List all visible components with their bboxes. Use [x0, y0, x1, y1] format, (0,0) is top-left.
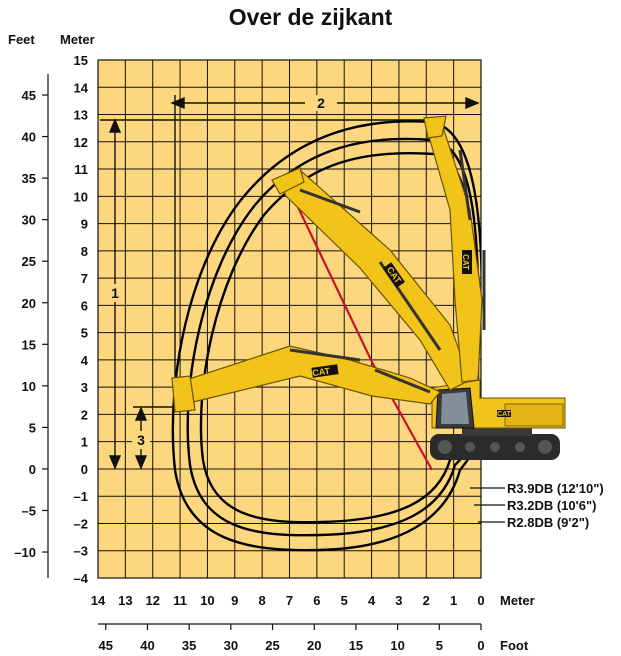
foot-x-tick-label: 40: [140, 638, 154, 653]
meter-x-tick-label: 2: [423, 593, 430, 608]
meter-x-tick-label: 3: [395, 593, 402, 608]
diagram-title: Over de zijkant: [228, 4, 393, 30]
meter-y-tick-label: 9: [81, 217, 88, 232]
meter-x-tick-label: 14: [91, 593, 106, 608]
foot-x-axis-header: Foot: [500, 638, 529, 653]
feet-axis-header: Feet: [8, 32, 35, 47]
cat-logo-4: CAT: [497, 411, 512, 418]
feet-y-tick-label: 5: [29, 420, 36, 435]
feet-y-tick-label: 25: [22, 254, 36, 269]
meter-axis-header: Meter: [60, 32, 95, 47]
meter-x-tick-label: 5: [341, 593, 348, 608]
feet-y-tick-label: 0: [29, 462, 36, 477]
feet-y-tick-label: 20: [22, 296, 36, 311]
feet-y-tick-label: 15: [22, 337, 36, 352]
meter-x-tick-label: 12: [145, 593, 159, 608]
meter-y-tick-label: 6: [81, 298, 88, 313]
feet-y-tick-label: –10: [14, 545, 36, 560]
meter-x-tick-label: 6: [313, 593, 320, 608]
meter-x-axis-header: Meter: [500, 593, 535, 608]
boom-horizontal-pose: [171, 345, 441, 413]
meter-y-tick-label: –3: [74, 544, 88, 559]
meter-y-tick-label: 13: [74, 108, 88, 123]
meter-y-tick-label: 11: [74, 162, 88, 177]
meter-x-tick-label: 10: [200, 593, 214, 608]
meter-y-tick-label: 8: [81, 244, 88, 259]
foot-x-tick-label: 45: [99, 638, 113, 653]
envelope-r3-9db: [171, 120, 481, 552]
boom-option-r3-9db: R3.9DB (12'10"): [507, 481, 604, 496]
boom-option-r3-2db: R3.2DB (10'6"): [507, 498, 596, 513]
reach-guide-line: [284, 179, 433, 471]
excavator-machine: [430, 379, 566, 460]
foot-x-tick-label: 35: [182, 638, 196, 653]
height-label: 1: [111, 285, 119, 301]
feet-y-tick-label: 40: [22, 130, 36, 145]
meter-y-tick-label: 3: [81, 380, 88, 395]
depth-label-bg: [132, 431, 150, 449]
meter-y-tick-label: 0: [81, 462, 88, 477]
meter-y-tick-label: 1: [81, 435, 88, 450]
meter-y-tick-label: 12: [74, 135, 88, 150]
depth-label: 3: [137, 432, 145, 448]
cat-logo-1: CAT: [312, 366, 332, 378]
feet-y-tick-label: 35: [22, 171, 36, 186]
boom-option-leaders: [470, 487, 505, 523]
cat-logo-3: CAT: [461, 254, 470, 270]
foot-x-tick-label: 0: [477, 638, 484, 653]
meter-y-tick-label: –4: [74, 571, 89, 586]
feet-y-tick-label: 45: [22, 88, 36, 103]
meter-y-tick-label: 2: [81, 407, 88, 422]
meter-x-tick-label: 8: [259, 593, 266, 608]
boom-vertical-pose: [423, 115, 486, 383]
foot-x-tick-label: 10: [390, 638, 404, 653]
meter-y-tick-label: 4: [81, 353, 89, 368]
meter-x-tick-label: 9: [231, 593, 238, 608]
boom-mid-pose: [271, 167, 471, 391]
meter-x-tick-label: 0: [477, 593, 484, 608]
feet-y-tick-label: 30: [22, 213, 36, 228]
meter-y-tick-label: 14: [74, 80, 89, 95]
envelope-r3-2db: [186, 137, 480, 537]
foot-x-tick-label: 15: [349, 638, 363, 653]
reach-label: 2: [317, 95, 325, 111]
meter-x-tick-label: 13: [118, 593, 132, 608]
reach-label-bg: [305, 95, 337, 111]
meter-y-tick-label: 10: [74, 189, 88, 204]
feet-y-tick-label: –5: [22, 503, 36, 518]
meter-y-tick-label: 7: [81, 271, 88, 286]
meter-y-tick-label: –1: [74, 489, 88, 504]
meter-x-tick-label: 11: [173, 593, 187, 608]
feet-y-tick-label: 10: [22, 379, 36, 394]
meter-x-tick-label: 4: [368, 593, 376, 608]
height-label-bg: [106, 284, 124, 302]
meter-x-tick-label: 7: [286, 593, 293, 608]
foot-x-tick-label: 30: [224, 638, 238, 653]
boom-option-r2-8db: R2.8DB (9'2"): [507, 515, 589, 530]
meter-y-tick-label: –2: [74, 516, 88, 531]
meter-y-tick-label: 15: [74, 53, 88, 68]
meter-y-tick-label: 5: [81, 326, 88, 341]
foot-x-tick-label: 20: [307, 638, 321, 653]
foot-x-tick-label: 25: [265, 638, 279, 653]
foot-x-tick-label: 5: [436, 638, 443, 653]
meter-x-tick-label: 1: [450, 593, 457, 608]
